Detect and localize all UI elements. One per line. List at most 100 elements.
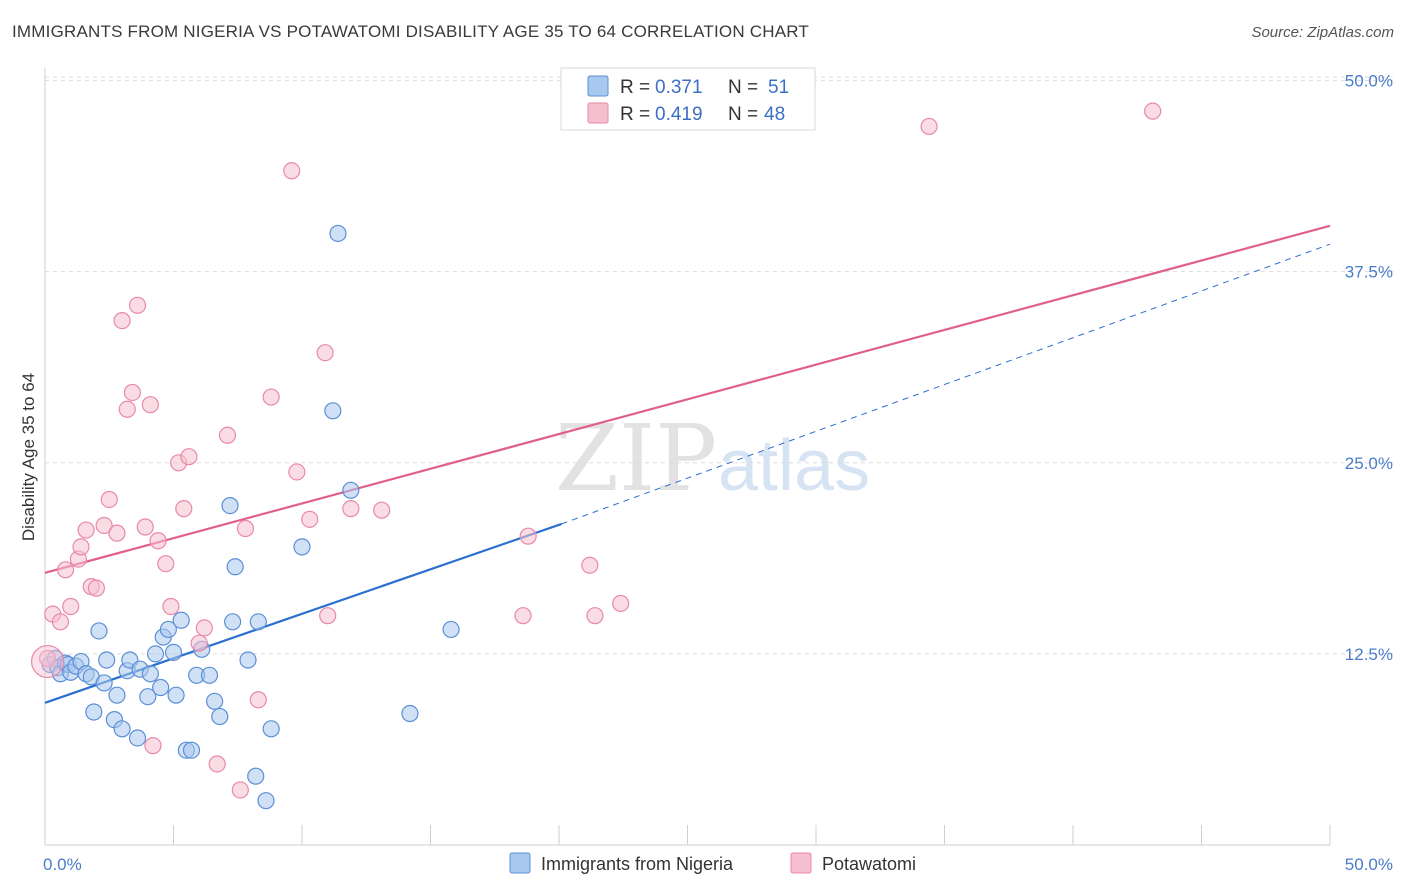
watermark-atlas: atlas — [718, 426, 870, 506]
series-legend: Immigrants from Nigeria Potawatomi — [509, 852, 916, 874]
nigeria-point — [239, 651, 257, 669]
nigeria-point — [128, 729, 147, 747]
nigeria-point — [98, 651, 116, 669]
nigeria-point — [146, 645, 165, 663]
potawatomi-point — [56, 561, 75, 579]
y-tick-labels: 12.5% 25.0% 37.5% 50.0% — [1345, 72, 1393, 664]
legend-r-value-nigeria: 0.371 — [655, 77, 703, 98]
y-tick-label: 25.0% — [1345, 454, 1393, 473]
potawatomi-point — [231, 781, 249, 799]
nigeria-point — [141, 665, 159, 683]
nigeria-point — [247, 767, 265, 785]
potawatomi-point — [342, 500, 360, 518]
series-legend-label-potawatomi: Potawatomi — [822, 854, 916, 874]
legend-swatch-nigeria — [587, 75, 609, 97]
potawatomi-point — [236, 519, 255, 538]
legend-r-label-potawatomi: R = — [620, 104, 650, 125]
potawatomi-point — [100, 490, 118, 509]
potawatomi-point — [301, 510, 319, 528]
legend-r-label-nigeria: R = — [620, 77, 650, 98]
potawatomi-point — [157, 555, 175, 573]
potawatomi-point — [128, 296, 147, 314]
potawatomi-point — [144, 737, 162, 755]
potawatomi-point — [108, 524, 126, 542]
potawatomi-point — [586, 607, 604, 625]
potawatomi-point — [77, 521, 95, 539]
nigeria-point — [262, 720, 280, 738]
potawatomi-point — [249, 691, 267, 709]
potawatomi-point — [581, 556, 599, 574]
potawatomi-point — [141, 396, 159, 414]
potawatomi-point — [208, 755, 226, 773]
potawatomi-point — [51, 613, 70, 631]
x-tick-label-min: 0.0% — [43, 855, 82, 874]
legend-n-label-nigeria: N = — [728, 77, 758, 98]
potawatomi-point — [72, 538, 90, 556]
nigeria-point — [139, 688, 157, 706]
legend-n-label-potawatomi: N = — [728, 104, 758, 125]
potawatomi-point — [162, 597, 180, 616]
series-legend-label-nigeria: Immigrants from Nigeria — [541, 854, 734, 874]
nigeria-point — [224, 613, 242, 631]
nigeria-point — [152, 678, 170, 697]
nigeria-point — [442, 620, 460, 639]
potawatomi-trendline — [44, 224, 1331, 574]
x-tick-labels: 0.0% 50.0% — [43, 855, 1393, 874]
potawatomi-point — [373, 501, 391, 519]
potawatomi-point — [920, 117, 938, 136]
potawatomi-point — [283, 162, 301, 180]
axes — [44, 68, 1331, 846]
potawatomi-point — [288, 463, 306, 481]
nigeria-point — [401, 704, 419, 723]
nigeria-point — [172, 611, 190, 629]
potawatomi-point — [519, 527, 537, 545]
potawatomi-point — [218, 426, 237, 444]
potawatomi-point — [612, 594, 630, 613]
potawatomi-point — [149, 532, 167, 550]
nigeria-point — [164, 643, 183, 661]
y-tick-label: 50.0% — [1345, 72, 1393, 91]
potawatomi-point — [195, 619, 213, 637]
nigeria-point — [221, 496, 239, 515]
nigeria-point — [159, 620, 177, 639]
y-tick-label: 12.5% — [1345, 645, 1393, 664]
nigeria-point — [206, 692, 224, 710]
nigeria-point — [249, 613, 267, 631]
nigeria-point — [329, 224, 347, 243]
legend-r-value-potawatomi: 0.419 — [655, 104, 703, 125]
nigeria-point — [257, 792, 275, 810]
nigeria-point — [200, 666, 219, 684]
nigeria-point — [293, 538, 311, 556]
potawatomi-point — [38, 649, 57, 668]
correlation-legend: R = 0.371 N = 51 R = 0.419 N = 48 — [560, 67, 816, 131]
potawatomi-point — [62, 597, 80, 616]
series-legend-swatch-nigeria — [509, 852, 531, 874]
potawatomi-point — [1144, 102, 1162, 120]
potawatomi-point — [316, 344, 334, 362]
potawatomi-point — [87, 579, 106, 597]
potawatomi-point-cluster — [30, 644, 65, 679]
potawatomi-point — [136, 518, 154, 536]
potawatomi-point — [319, 607, 337, 625]
nigeria-trendline — [561, 243, 1331, 525]
nigeria-point — [108, 686, 126, 704]
legend-n-value-nigeria: 51 — [768, 77, 789, 98]
nigeria-point — [95, 674, 113, 692]
y-tick-label: 37.5% — [1345, 263, 1393, 282]
nigeria-point — [211, 707, 229, 726]
nigeria-points — [41, 224, 460, 810]
nigeria-point — [85, 703, 103, 721]
potawatomi-point — [123, 383, 141, 402]
y-axis-title: Disability Age 35 to 64 — [19, 373, 38, 541]
legend-swatch-potawatomi — [587, 102, 609, 124]
potawatomi-point — [113, 312, 131, 330]
nigeria-point — [182, 741, 201, 759]
potawatomi-point — [180, 448, 198, 466]
x-tick-label-max: 50.0% — [1345, 855, 1393, 874]
nigeria-point — [226, 558, 244, 576]
nigeria-point — [90, 622, 108, 640]
nigeria-point — [113, 720, 131, 738]
potawatomi-point — [190, 634, 208, 652]
potawatomi-point — [514, 607, 532, 625]
